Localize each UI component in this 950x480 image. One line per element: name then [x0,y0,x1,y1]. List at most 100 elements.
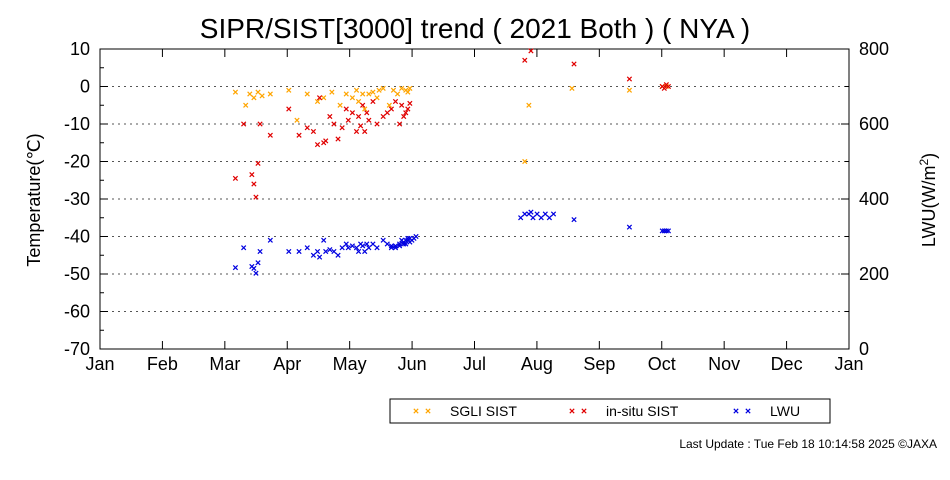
data-point [522,57,528,63]
legend: SGLI SIST in-situ SIST LWU [389,398,831,424]
data-point [286,106,292,112]
data-point [310,252,317,258]
data-point [267,132,273,138]
data-point [349,110,356,116]
data-point [569,85,575,91]
data-point [253,194,259,200]
data-point [343,241,349,247]
data-point [370,89,376,95]
grid-lines [100,86,849,312]
y-tick-labels: 10 0 -10 -20 -30 -40 -50 -60 -70 [64,39,90,359]
data-point [390,87,397,93]
data-point [360,102,366,108]
data-point [357,123,364,129]
data-point [255,89,261,95]
data-point [661,228,667,234]
data-point [392,245,399,251]
data-point [530,215,536,221]
legend-marker [733,408,739,414]
data-point [403,241,409,247]
y-tick-label: 10 [70,39,90,59]
data-point [241,121,247,127]
data-point [384,241,390,247]
y2-tick-labels: 800 600 400 200 0 [859,39,889,359]
data-point [626,224,633,230]
data-point [388,106,395,112]
data-point [364,110,370,116]
y-tick-label: -10 [64,114,90,134]
data-point [394,91,401,97]
data-point [374,121,380,127]
data-point [251,95,257,101]
data-point [399,85,405,91]
y-tick-label: -70 [64,339,90,359]
data-point [339,125,345,131]
last-update-text: Last Update : Tue Feb 18 10:14:58 2025 ©… [679,437,937,451]
legend-marker [425,408,431,414]
x-tick-label: Jan [85,354,114,374]
data-point [528,209,534,215]
data-point [251,181,257,187]
data-point [364,241,370,247]
y2-tick-label: 200 [859,264,889,284]
data-point [362,128,368,135]
legend-sgli-label: SGLI SIST [450,403,517,419]
y2-tick-label: 800 [859,39,889,59]
data-point [518,215,524,221]
data-point [380,113,386,120]
data-point [349,243,356,249]
data-point [296,132,302,138]
data-point [384,110,390,116]
data-point [335,252,341,258]
data-point [396,121,403,127]
data-point [405,106,411,112]
data-point [399,102,405,108]
data-point [267,91,273,97]
y-tick-label: -30 [64,189,90,209]
data-point [257,248,263,255]
data-point [526,102,532,108]
y2-tick-label: 600 [859,114,889,134]
data-point [366,117,372,123]
data-point [267,237,273,243]
data-point [255,260,261,266]
legend-lwu-label: LWU [770,403,800,419]
x-tick-label: Apr [273,354,301,374]
data-point [251,265,257,271]
data-point [314,142,321,148]
y2-axis-label-main: LWU(W/m [919,166,939,248]
y-tick-label: -20 [64,152,90,172]
data-point [407,100,413,106]
data-point [370,241,376,247]
data-point [286,248,292,255]
legend-box [389,398,831,424]
data-point [360,243,366,249]
x-tick-label: Aug [521,354,553,374]
data-point [353,245,360,251]
data-point [396,241,403,247]
data-point [388,245,395,251]
data-point [259,93,265,99]
data-point [401,113,407,120]
series-1 [232,48,672,200]
data-point [665,228,672,234]
data-point [314,98,321,105]
x-tick-label: Sep [583,354,615,374]
data-point [241,245,247,251]
data-point [362,248,368,255]
data-point [232,175,239,181]
y-tick-label: -40 [64,227,90,247]
data-point [327,113,333,120]
data-point [374,245,380,251]
data-point [331,121,337,127]
data-point [321,237,327,243]
legend-marker [581,408,587,414]
data-point [310,128,317,135]
legend-marker [413,408,419,414]
data-point [538,215,544,221]
x-tick-label: Jul [463,354,486,374]
y-tick-label: -60 [64,302,90,322]
data-point [407,85,413,91]
data-point [392,243,399,249]
